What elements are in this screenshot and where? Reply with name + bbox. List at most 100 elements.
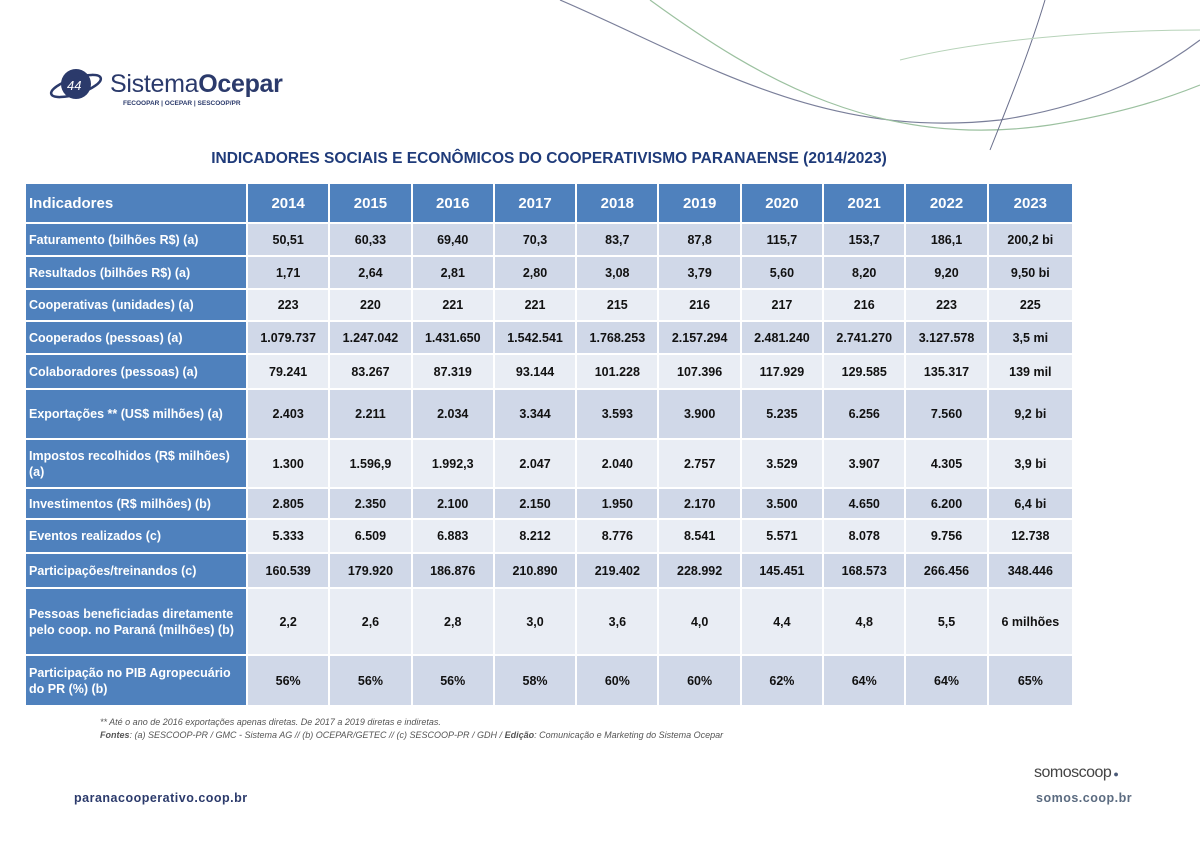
- header-year: 2014: [248, 184, 329, 222]
- table-cell: 83.267: [330, 355, 411, 388]
- table-cell: 69,40: [412, 224, 493, 255]
- sources-note: Fontes: (a) SESCOOP-PR / GMC - Sistema A…: [100, 729, 723, 742]
- table-cell: 4,8: [824, 589, 905, 654]
- table-cell: 6.200: [906, 489, 987, 518]
- table-cell: 56%: [248, 656, 329, 705]
- table-cell: 2.034: [412, 390, 493, 438]
- table-cell: 186,1: [906, 224, 987, 255]
- table-cell: 220: [330, 290, 411, 320]
- table-cell: 3.529: [741, 440, 823, 487]
- table-cell: 3.593: [577, 390, 658, 438]
- table-cell: 266.456: [906, 554, 987, 587]
- table-row: Cooperativas (unidades) (a) 223 220 221 221 2…: [26, 290, 1072, 320]
- table-cell: 135.317: [906, 355, 987, 388]
- table-cell: 2.805: [248, 489, 329, 518]
- row-label: Resultados (bilhões R$) (a): [26, 257, 246, 288]
- sources-label: Fontes: [100, 730, 130, 740]
- table-cell: 2.403: [248, 390, 329, 438]
- table-cell: 56%: [330, 656, 411, 705]
- table-row: Participação no PIB Agropecuário do PR (…: [26, 656, 1072, 705]
- table-cell: 5.333: [248, 520, 329, 552]
- table-cell: 83,7: [577, 224, 658, 255]
- table-cell: 8.078: [824, 520, 905, 552]
- table-cell: 3.500: [741, 489, 823, 518]
- decorative-swoosh: [559, 0, 1200, 151]
- row-label: Colaboradores (pessoas) (a): [26, 355, 246, 388]
- table-cell: 8.776: [577, 520, 658, 552]
- table-cell: 3,9 bi: [988, 440, 1072, 487]
- table-cell: 2,64: [330, 257, 411, 288]
- table-cell: 101.228: [577, 355, 658, 388]
- table-cell: 6.509: [330, 520, 411, 552]
- table-cell: 228.992: [659, 554, 740, 587]
- table-row: Pessoas beneficiadas diretamente pelo co…: [26, 589, 1072, 654]
- table-cell: 2,80: [494, 257, 576, 288]
- table-cell: 129.585: [824, 355, 905, 388]
- table-cell: 62%: [741, 656, 823, 705]
- table-cell: 153,7: [824, 224, 905, 255]
- somoscoop-logo: somoscoop ●: [1034, 764, 1119, 781]
- table-cell: 1.992,3: [412, 440, 493, 487]
- table-cell: 60%: [577, 656, 658, 705]
- table-cell: 8.212: [494, 520, 576, 552]
- somoscoop-brand-text: somoscoop: [1034, 764, 1112, 781]
- header-year: 2017: [494, 184, 576, 222]
- table-cell: 215: [577, 290, 658, 320]
- table-cell: 56%: [412, 656, 493, 705]
- table-row: Participações/treinandos (c) 160.539 179.9…: [26, 554, 1072, 587]
- table-cell: 9.756: [906, 520, 987, 552]
- header-indicadores: Indicadores: [26, 184, 246, 222]
- table-cell: 3,6: [577, 589, 658, 654]
- paranacooperativo-link[interactable]: paranacooperativo.coop.br: [74, 791, 248, 805]
- table-cell: 60,33: [330, 224, 411, 255]
- header-year: 2022: [906, 184, 987, 222]
- table-cell: 3.344: [494, 390, 576, 438]
- table-cell: 2.150: [494, 489, 576, 518]
- somos-coop-link[interactable]: somos.coop.br: [1036, 791, 1133, 805]
- svg-text:44: 44: [67, 78, 81, 93]
- row-label: Faturamento (bilhões R$) (a): [26, 224, 246, 255]
- row-label: Participação no PIB Agropecuário do PR (…: [26, 656, 246, 705]
- table-row: Eventos realizados (c) 5.333 6.509 6.883 8.2…: [26, 520, 1072, 552]
- table-cell: 3,0: [494, 589, 576, 654]
- row-label: Cooperativas (unidades) (a): [26, 290, 246, 320]
- table-cell: 5,5: [906, 589, 987, 654]
- table-cell: 5.235: [741, 390, 823, 438]
- table-cell: 2.157.294: [659, 322, 740, 353]
- table-cell: 2.211: [330, 390, 411, 438]
- table-cell: 8,20: [824, 257, 905, 288]
- table-cell: 8.541: [659, 520, 740, 552]
- table-cell: 2.100: [412, 489, 493, 518]
- table-cell: 216: [824, 290, 905, 320]
- table-cell: 2,81: [412, 257, 493, 288]
- table-cell: 12.738: [988, 520, 1072, 552]
- header-year: 2019: [659, 184, 740, 222]
- table-cell: 179.920: [330, 554, 411, 587]
- table-cell: 3.907: [824, 440, 905, 487]
- table-cell: 58%: [494, 656, 576, 705]
- row-label: Eventos realizados (c): [26, 520, 246, 552]
- table-cell: 5.571: [741, 520, 823, 552]
- row-label: Pessoas beneficiadas diretamente pelo co…: [26, 589, 246, 654]
- table-cell: 9,50 bi: [988, 257, 1072, 288]
- logo-name-light: Sistema: [110, 69, 199, 98]
- table-cell: 107.396: [659, 355, 740, 388]
- row-label: Cooperados (pessoas) (a): [26, 322, 246, 353]
- header-year: 2023: [988, 184, 1072, 222]
- table-cell: 7.560: [906, 390, 987, 438]
- header-year: 2020: [741, 184, 823, 222]
- row-label: Exportações ** (US$ milhões) (a): [26, 390, 246, 438]
- table-row: Resultados (bilhões R$) (a) 1,71 2,64 2,81 2…: [26, 257, 1072, 288]
- table-cell: 79.241: [248, 355, 329, 388]
- table-row: Cooperados (pessoas) (a) 1.079.737 1.247.0…: [26, 322, 1072, 353]
- sources-text: : (a) SESCOOP-PR / GMC - Sistema AG // (…: [129, 730, 505, 740]
- table-cell: 221: [494, 290, 576, 320]
- table-cell: 3.127.578: [906, 322, 987, 353]
- table-cell: 223: [906, 290, 987, 320]
- page-title: INDICADORES SOCIAIS E ECONÔMICOS DO COOP…: [211, 150, 887, 167]
- table-cell: 2,6: [330, 589, 411, 654]
- table-cell: 1.768.253: [577, 322, 658, 353]
- header-year: 2016: [412, 184, 493, 222]
- table-cell: 1,71: [248, 257, 329, 288]
